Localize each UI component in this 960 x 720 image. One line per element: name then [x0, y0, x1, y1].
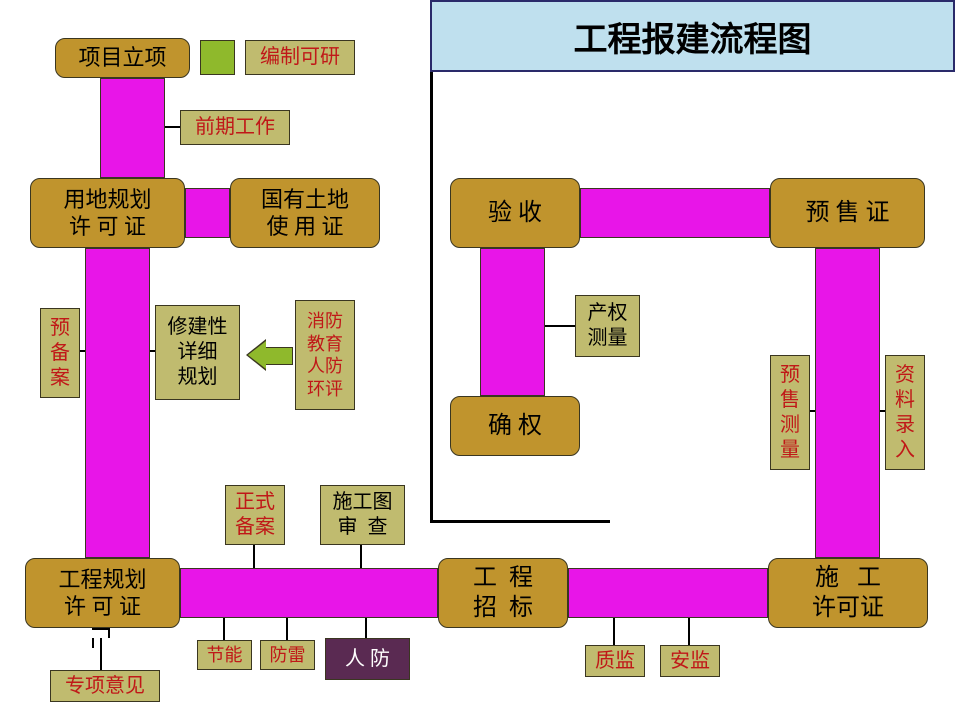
connector — [165, 126, 180, 128]
node-n_yba: 预 备 案 — [40, 308, 80, 398]
node-c_eng_bid — [180, 568, 438, 618]
connector — [92, 638, 94, 648]
connector — [365, 618, 367, 640]
node-c_ps_sg — [815, 248, 880, 558]
node-n_fl: 防雷 — [260, 640, 315, 670]
divider-horizontal — [430, 520, 610, 523]
node-n_ys: 验 收 — [450, 178, 580, 248]
divider-vertical — [430, 72, 433, 522]
node-n_land_plan: 用地规划 许 可 证 — [30, 178, 185, 248]
connector — [108, 628, 110, 638]
node-c_proj_land — [100, 78, 165, 178]
connector — [286, 618, 288, 640]
node-n_zj: 质监 — [585, 645, 645, 677]
node-n_sgxkz: 施 工 许可证 — [768, 558, 928, 628]
node-n_proj: 项目立项 — [55, 38, 190, 78]
node-n_zsba: 正式 备案 — [225, 485, 285, 545]
node-n_qqgz: 前期工作 — [180, 110, 290, 145]
node-n_xjx: 修建性 详细 规划 — [155, 305, 240, 400]
node-n_aj: 安监 — [660, 645, 720, 677]
arrow-body — [264, 347, 293, 365]
node-n_jn: 节能 — [197, 640, 252, 670]
node-n_cqcl: 产权 测量 — [575, 295, 640, 357]
node-n_tiny — [200, 40, 235, 75]
node-n_zllr: 资 料 录 入 — [885, 355, 925, 470]
connector — [100, 638, 102, 670]
node-n_zxyj: 专项意见 — [50, 670, 160, 702]
connector — [545, 325, 575, 327]
node-c_ys_qq — [480, 248, 545, 396]
connector — [688, 618, 690, 645]
connector — [253, 545, 255, 568]
node-c_land_h — [185, 188, 230, 238]
connector — [223, 618, 225, 640]
connector — [613, 618, 615, 645]
node-c_land_eng — [85, 248, 150, 558]
node-n_rf: 人 防 — [325, 638, 410, 680]
node-c_zb_sg — [568, 568, 768, 618]
node-n_eng_plan: 工程规划 许 可 证 — [25, 558, 180, 628]
node-n_qq: 确 权 — [450, 396, 580, 456]
flowchart-canvas: 工程报建流程图项目立项编制可研前期工作用地规划 许 可 证国有土地 使 用 证预… — [0, 0, 960, 720]
connector — [360, 545, 362, 568]
node-c_ys_ps — [580, 188, 770, 238]
node-n_land_use: 国有土地 使 用 证 — [230, 178, 380, 248]
node-n_xfjy: 消防 教育 人防 环评 — [295, 300, 355, 410]
node-n_gczb: 工 程 招 标 — [438, 558, 568, 628]
diagram-title: 工程报建流程图 — [430, 0, 955, 72]
node-n_bzky: 编制可研 — [245, 40, 355, 75]
node-n_yscl: 预 售 测 量 — [770, 355, 810, 470]
node-n_sgtsc: 施工图 审 查 — [320, 485, 405, 545]
node-n_psz: 预 售 证 — [770, 178, 925, 248]
arrow-head-icon — [248, 341, 266, 369]
